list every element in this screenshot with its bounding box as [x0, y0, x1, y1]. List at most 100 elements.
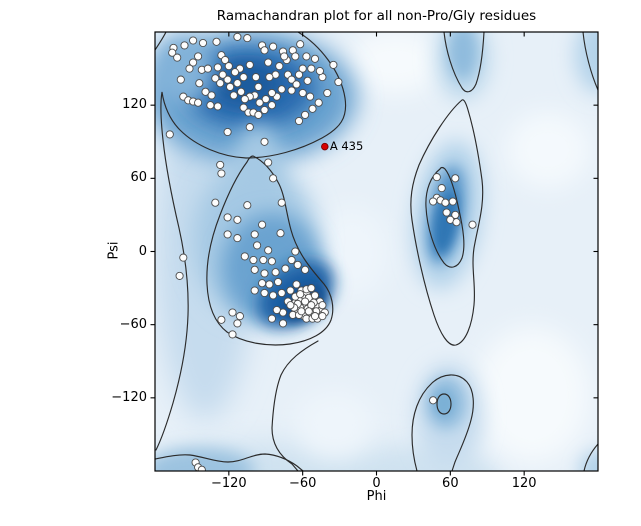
- density-blob: [506, 112, 590, 188]
- residue-point: [310, 54, 320, 63]
- density-contour: [425, 166, 465, 268]
- residue-point: [308, 104, 317, 113]
- residue-point: [223, 213, 232, 222]
- scatter-layer: [165, 32, 477, 471]
- residue-point: [334, 77, 343, 87]
- residue-point: [274, 277, 283, 287]
- residue-point: [243, 201, 252, 210]
- residue-point: [264, 58, 273, 67]
- residue-point: [250, 286, 259, 295]
- residue-point: [468, 220, 477, 229]
- chart-title: Ramachandran plot for all non-Pro/Gly re…: [216, 8, 537, 24]
- residue-point: [250, 230, 259, 239]
- residue-point: [278, 319, 288, 328]
- residue-point: [175, 271, 184, 280]
- residue-point: [213, 63, 222, 72]
- residue-point: [176, 75, 185, 84]
- residue-point: [292, 280, 301, 289]
- residue-point: [228, 330, 237, 339]
- residue-point: [233, 319, 242, 328]
- x-axis-label: Phi: [366, 489, 387, 504]
- residue-point: [280, 52, 289, 61]
- residue-point: [260, 105, 269, 115]
- residue-point: [452, 218, 461, 227]
- residue-point: [211, 74, 220, 83]
- residue-point: [296, 290, 305, 299]
- density-blob: [433, 190, 459, 254]
- density-contour: [436, 393, 452, 415]
- residue-point: [255, 98, 264, 107]
- residue-point: [293, 260, 302, 269]
- residue-point: [168, 48, 177, 57]
- residue-point: [271, 268, 280, 277]
- residue-point: [217, 315, 226, 324]
- residue-point: [267, 101, 276, 110]
- residue-point: [224, 62, 233, 71]
- residue-point: [302, 52, 311, 61]
- residue-point: [315, 66, 324, 76]
- residue-point: [198, 38, 208, 48]
- residue-point: [287, 255, 296, 265]
- residue-point: [254, 82, 263, 91]
- density-contour: [443, 32, 485, 93]
- residue-point: [318, 301, 327, 310]
- density-contour: [582, 32, 598, 91]
- residue-point: [448, 197, 457, 206]
- residue-point: [240, 95, 249, 104]
- residue-annotation: A 435: [329, 138, 364, 153]
- residue-point: [303, 76, 312, 85]
- density-blob: [210, 62, 282, 106]
- residue-point: [185, 64, 194, 73]
- residue-point: [298, 64, 307, 73]
- residue-point: [212, 37, 221, 46]
- residue-point: [267, 257, 276, 266]
- density-contour: [410, 99, 484, 346]
- residue-point: [228, 308, 237, 317]
- residue-point: [429, 197, 438, 206]
- density-blob: [474, 327, 590, 463]
- residue-point: [233, 32, 242, 41]
- residue-point: [307, 284, 316, 293]
- residue-point: [195, 79, 204, 88]
- residue-point: [213, 102, 222, 111]
- residue-point: [276, 229, 285, 238]
- residue-point: [437, 184, 446, 193]
- residue-point: [250, 265, 259, 274]
- residue-point: [261, 95, 270, 104]
- residue-point: [207, 91, 216, 100]
- residue-point: [298, 88, 307, 98]
- residue-point: [254, 110, 263, 119]
- residue-point: [216, 79, 225, 88]
- density-blob: [347, 32, 443, 94]
- residue-point: [429, 396, 438, 405]
- residue-point: [272, 305, 281, 315]
- residue-point: [442, 208, 451, 217]
- residue-point: [230, 68, 240, 77]
- residue-point: [267, 88, 276, 98]
- density-blob: [448, 32, 478, 80]
- residue-point: [258, 220, 267, 229]
- residue-point: [243, 34, 252, 43]
- residue-point: [253, 241, 262, 250]
- residue-point: [292, 80, 301, 89]
- residue-point: [245, 60, 254, 69]
- residue-point: [323, 88, 332, 98]
- residue-point: [249, 255, 258, 265]
- residue-point: [277, 288, 286, 298]
- residue-point: [189, 58, 198, 67]
- residue-point: [277, 198, 286, 207]
- residue-point: [260, 288, 269, 298]
- residue-point: [441, 198, 450, 207]
- residue-point: [265, 280, 274, 289]
- residue-point: [307, 64, 316, 73]
- density-contour: [583, 443, 598, 471]
- residue-point: [233, 234, 242, 243]
- residue-point: [237, 87, 246, 96]
- x-tick-label: 60: [442, 476, 459, 491]
- x-tick-label: 0: [372, 476, 381, 491]
- residue-point: [269, 291, 278, 300]
- residue-point: [294, 70, 304, 79]
- residue-point: [203, 64, 212, 73]
- residue-point: [291, 247, 300, 256]
